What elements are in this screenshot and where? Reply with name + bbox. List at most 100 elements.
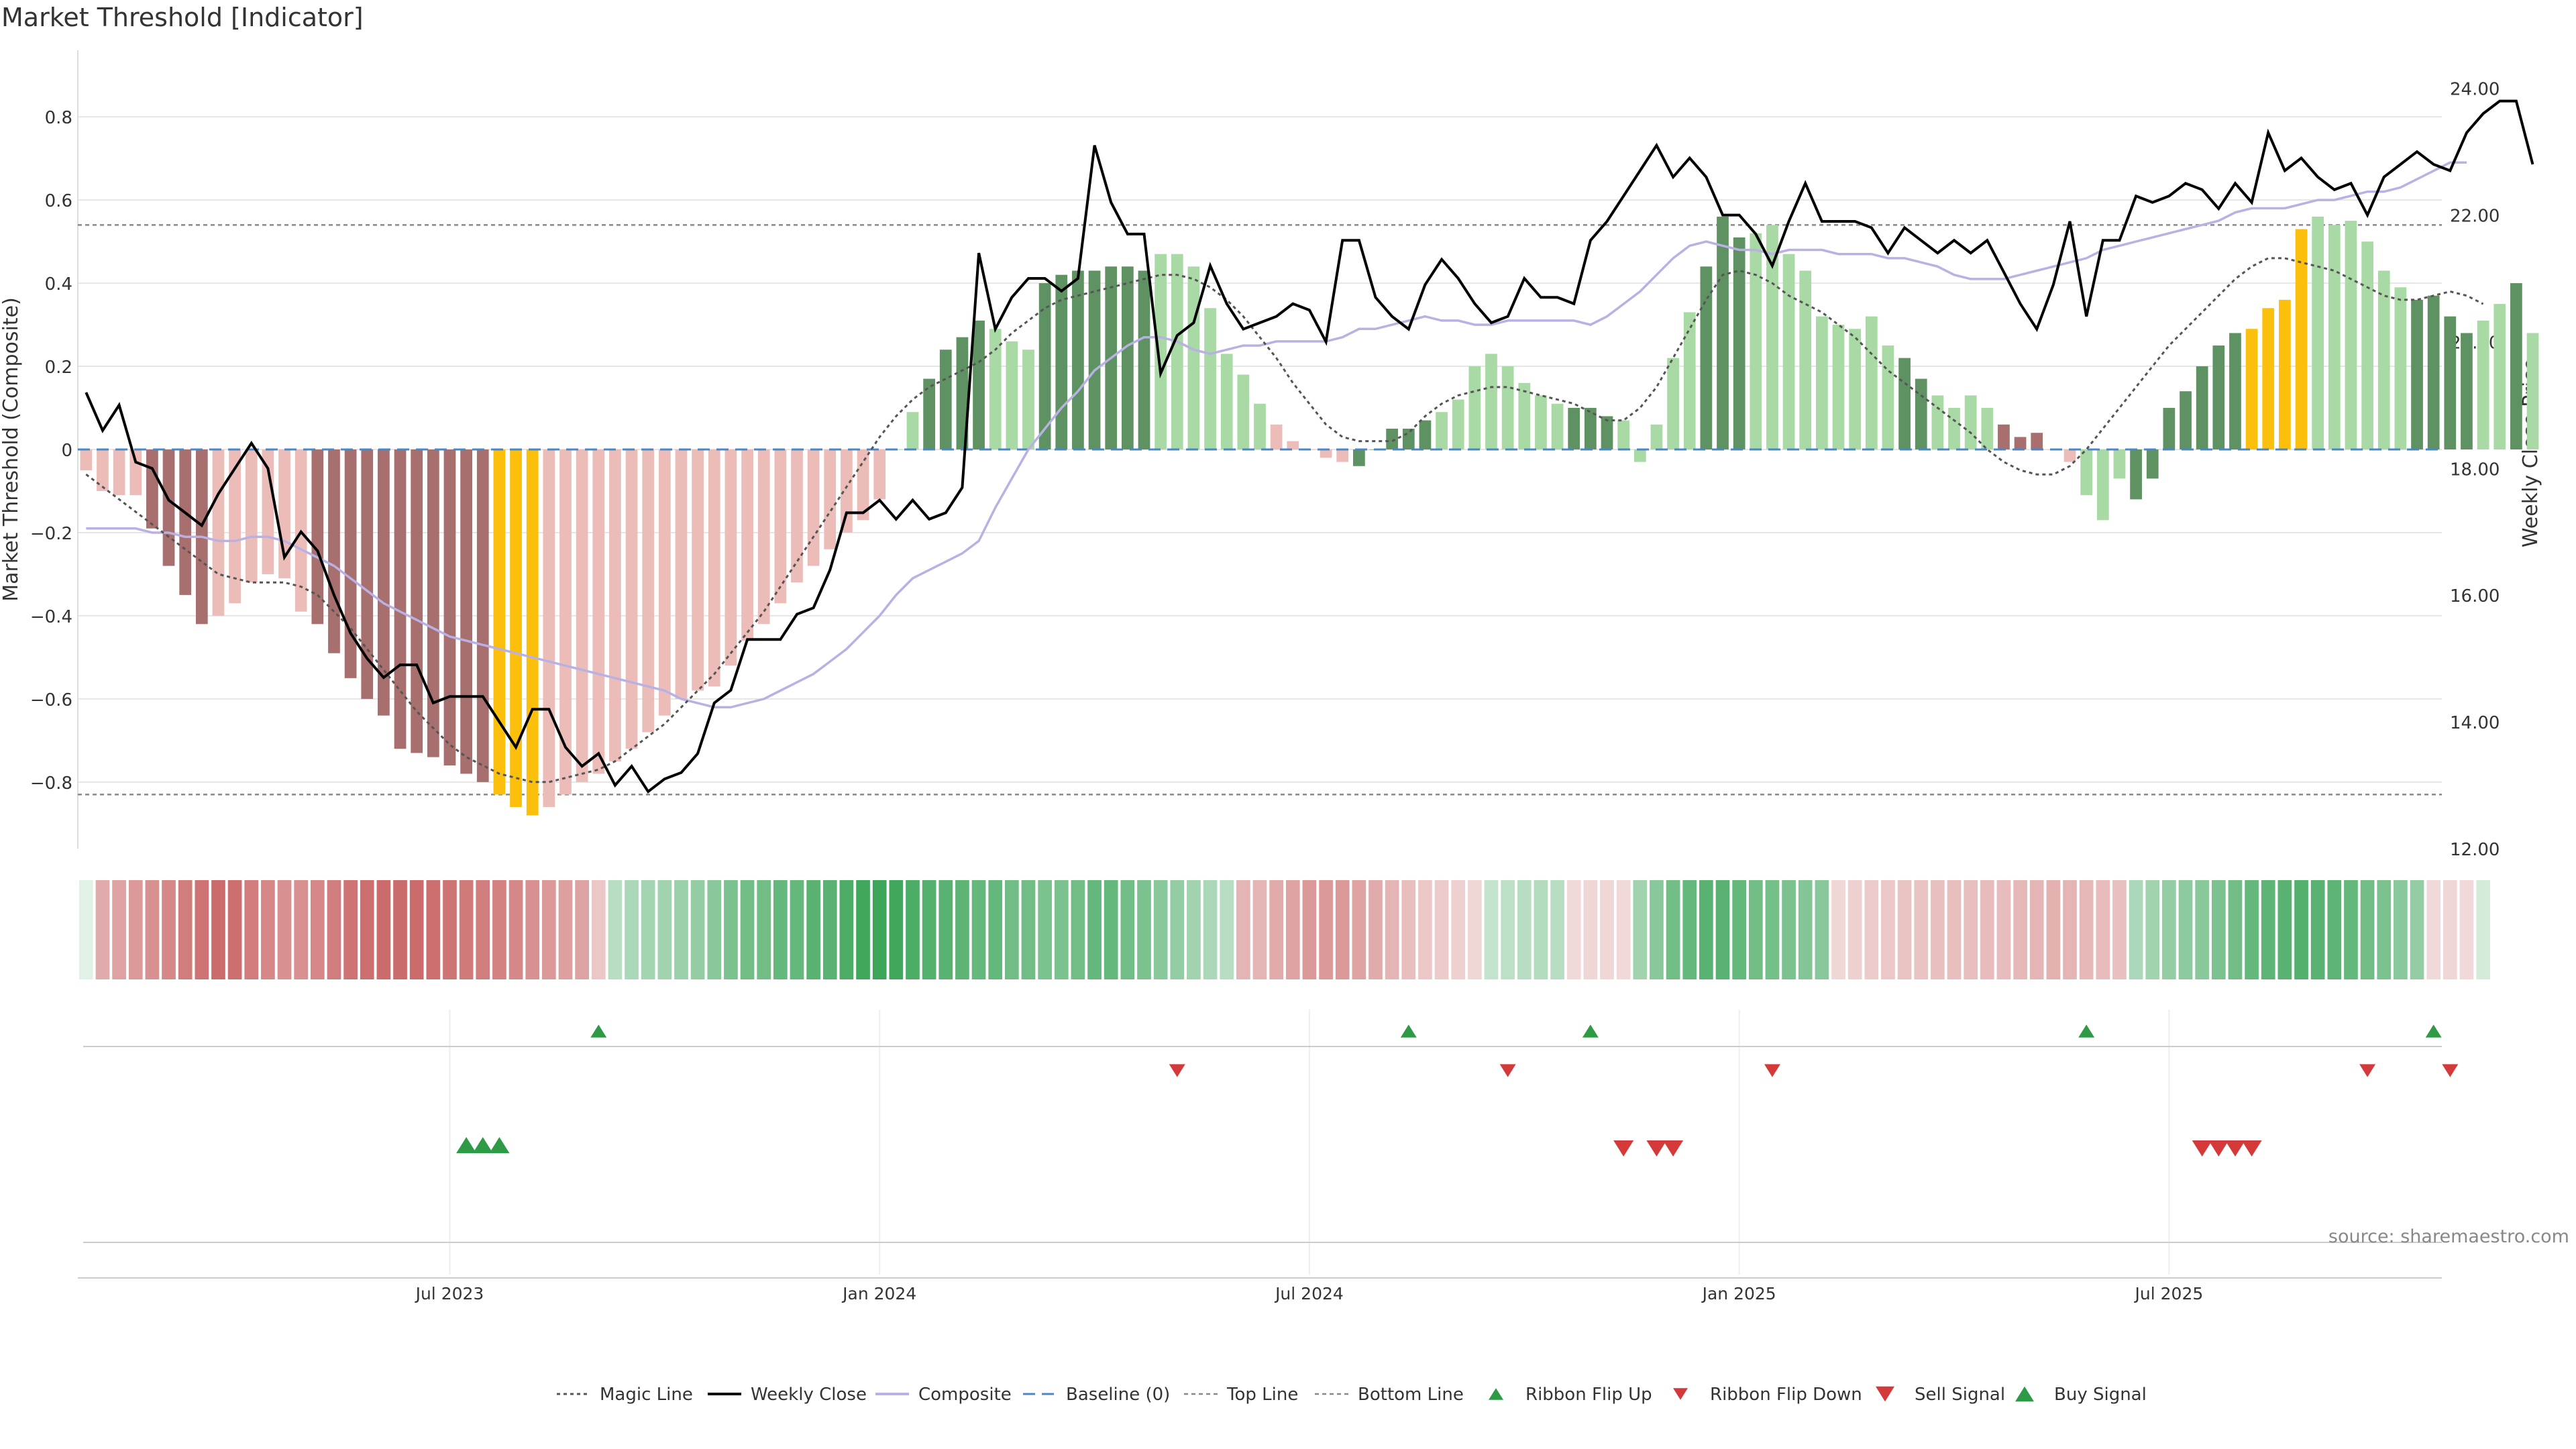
bar bbox=[1468, 366, 1481, 449]
bar bbox=[80, 449, 93, 470]
bar bbox=[311, 449, 324, 625]
legend-label: Ribbon Flip Down bbox=[1710, 1385, 1862, 1405]
legend-swatch-ribbon-flip-down bbox=[1673, 1388, 1688, 1400]
heatmap-cell bbox=[1914, 880, 1929, 979]
bar bbox=[2295, 229, 2308, 449]
heatmap-cell bbox=[575, 880, 589, 979]
bar bbox=[2245, 329, 2258, 449]
y2-tick-label: 20.00 bbox=[2450, 333, 2500, 353]
bar bbox=[1667, 358, 1679, 449]
heatmap-cell bbox=[971, 880, 986, 979]
bar bbox=[692, 449, 704, 691]
bar bbox=[1220, 354, 1233, 449]
heatmap-cell bbox=[2344, 880, 2358, 979]
bar bbox=[1336, 449, 1349, 462]
heatmap-cell bbox=[690, 880, 705, 979]
heatmap-cell bbox=[2443, 880, 2457, 979]
heatmap-cell bbox=[1831, 880, 1845, 979]
y2-tick-label: 14.00 bbox=[2450, 713, 2500, 733]
heatmap-cell bbox=[1021, 880, 1036, 979]
bar bbox=[2063, 449, 2076, 462]
heatmap-cell bbox=[1236, 880, 1250, 979]
ribbon-flip-down-marker bbox=[1764, 1064, 1780, 1077]
bar bbox=[1121, 266, 1134, 449]
legend-label: Bottom Line bbox=[1358, 1385, 1464, 1405]
heatmap-cell bbox=[1302, 880, 1317, 979]
bar bbox=[1551, 403, 1564, 449]
bar bbox=[1237, 374, 1250, 449]
bar bbox=[791, 449, 803, 583]
bar bbox=[1072, 270, 1084, 449]
heatmap-cell bbox=[1600, 880, 1614, 979]
heatmap-cell bbox=[1071, 880, 1085, 979]
bar bbox=[1601, 416, 1613, 449]
heatmap-cell bbox=[343, 880, 358, 979]
heatmap-cell bbox=[2178, 880, 2193, 979]
buy-signal-marker bbox=[489, 1137, 510, 1153]
heatmap-cell bbox=[2426, 880, 2441, 979]
bar bbox=[1204, 308, 1216, 449]
bar bbox=[543, 449, 555, 808]
bar bbox=[1865, 316, 1878, 449]
ribbon-flip-up-marker bbox=[1400, 1024, 1417, 1038]
bar bbox=[1501, 366, 1514, 449]
bar bbox=[1633, 449, 1646, 462]
heatmap-cell bbox=[1385, 880, 1399, 979]
heatmap-cell bbox=[1815, 880, 1829, 979]
heatmap-cell bbox=[1517, 880, 1532, 979]
heatmap-cell bbox=[1170, 880, 1185, 979]
heatmap-cell bbox=[227, 880, 242, 979]
bar bbox=[1386, 429, 1399, 449]
bar bbox=[1171, 254, 1183, 449]
heatmap-cell bbox=[1187, 880, 1201, 979]
heatmap-cell bbox=[426, 880, 441, 979]
heatmap-cell bbox=[294, 880, 309, 979]
bar bbox=[1568, 408, 1580, 449]
heatmap-cell bbox=[1252, 880, 1267, 979]
bar bbox=[1419, 420, 1432, 449]
bar bbox=[1816, 316, 1828, 449]
heatmap-cell bbox=[2459, 880, 2474, 979]
heatmap-cell bbox=[641, 880, 655, 979]
heatmap-cell bbox=[625, 880, 639, 979]
bar bbox=[609, 449, 621, 761]
bar bbox=[361, 449, 374, 699]
bar bbox=[2444, 316, 2457, 449]
bar bbox=[824, 449, 837, 549]
heatmap-cell bbox=[1765, 880, 1780, 979]
heatmap-cell bbox=[2327, 880, 2342, 979]
legend-item: Ribbon Flip Down bbox=[1710, 1385, 1862, 1405]
bar bbox=[2229, 333, 2241, 449]
heatmap-cell bbox=[1583, 880, 1598, 979]
magic-line bbox=[85, 257, 2484, 784]
bar bbox=[443, 449, 456, 766]
bar bbox=[1155, 254, 1167, 449]
bar bbox=[857, 449, 869, 521]
heatmap-cell bbox=[1501, 880, 1515, 979]
heatmap-cell bbox=[2261, 880, 2275, 979]
heatmap-cell bbox=[376, 880, 391, 979]
bar bbox=[1650, 424, 1663, 449]
x-tick-label: Jan 2024 bbox=[841, 1284, 916, 1303]
bar bbox=[939, 350, 952, 449]
bar bbox=[1038, 283, 1051, 449]
bar bbox=[2262, 308, 2275, 449]
heatmap-cell bbox=[1881, 880, 1895, 979]
heatmap-cell bbox=[2046, 880, 2061, 979]
bar bbox=[2477, 320, 2489, 449]
heatmap-cell bbox=[674, 880, 688, 979]
heatmap-cell bbox=[2211, 880, 2226, 979]
ribbon-flip-up-marker bbox=[2425, 1024, 2442, 1038]
bar bbox=[1320, 449, 1332, 458]
heatmap-cell bbox=[757, 880, 771, 979]
bar bbox=[1088, 270, 1101, 449]
sell-signal-marker bbox=[1663, 1140, 1684, 1157]
heatmap-cell bbox=[145, 880, 160, 979]
heatmap-cell bbox=[1566, 880, 1581, 979]
heatmap-cell bbox=[1137, 880, 1151, 979]
legend-item: Composite bbox=[875, 1385, 1012, 1405]
heatmap-cell bbox=[1699, 880, 1713, 979]
bar bbox=[97, 449, 109, 491]
